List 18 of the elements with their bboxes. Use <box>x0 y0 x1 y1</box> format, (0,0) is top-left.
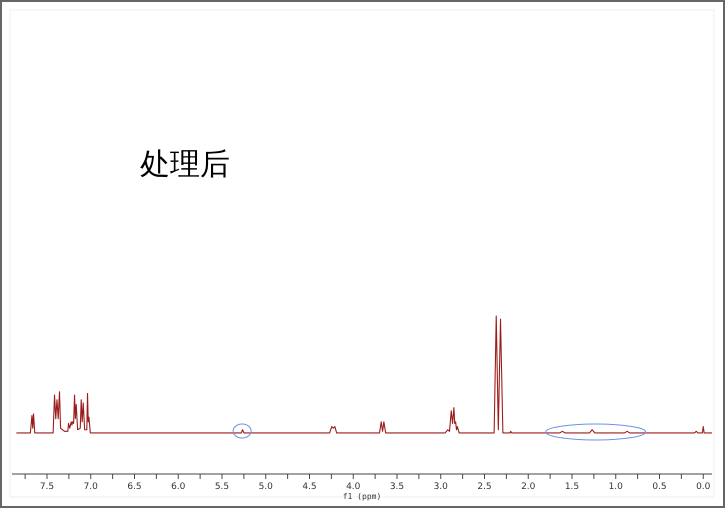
x-tick-label: 0.0 <box>696 482 711 492</box>
x-tick-label: 7.0 <box>84 482 98 492</box>
title: 处理后 <box>140 147 230 182</box>
x-tick-label: 2.0 <box>521 482 536 492</box>
x-tick-label: 1.5 <box>564 482 580 492</box>
x-tick-label: 4.5 <box>302 482 317 492</box>
x-tick-label: 5.5 <box>214 482 230 492</box>
x-tick-label: 6.0 <box>171 482 186 492</box>
x-tick-label: 3.5 <box>390 482 404 492</box>
x-tick-label: 6.5 <box>127 482 142 492</box>
x-tick-label: 2.5 <box>477 482 492 492</box>
x-axis-title: f1 (ppm) <box>342 492 382 501</box>
x-tick-label: 5.0 <box>258 482 274 492</box>
x-tick-label: 3.0 <box>434 482 448 492</box>
x-tick-label: 1.0 <box>608 482 624 492</box>
x-tick-label: 0.5 <box>652 482 667 492</box>
x-tick-label: 4.0 <box>346 482 361 492</box>
x-tick-label: 7.5 <box>40 482 54 492</box>
